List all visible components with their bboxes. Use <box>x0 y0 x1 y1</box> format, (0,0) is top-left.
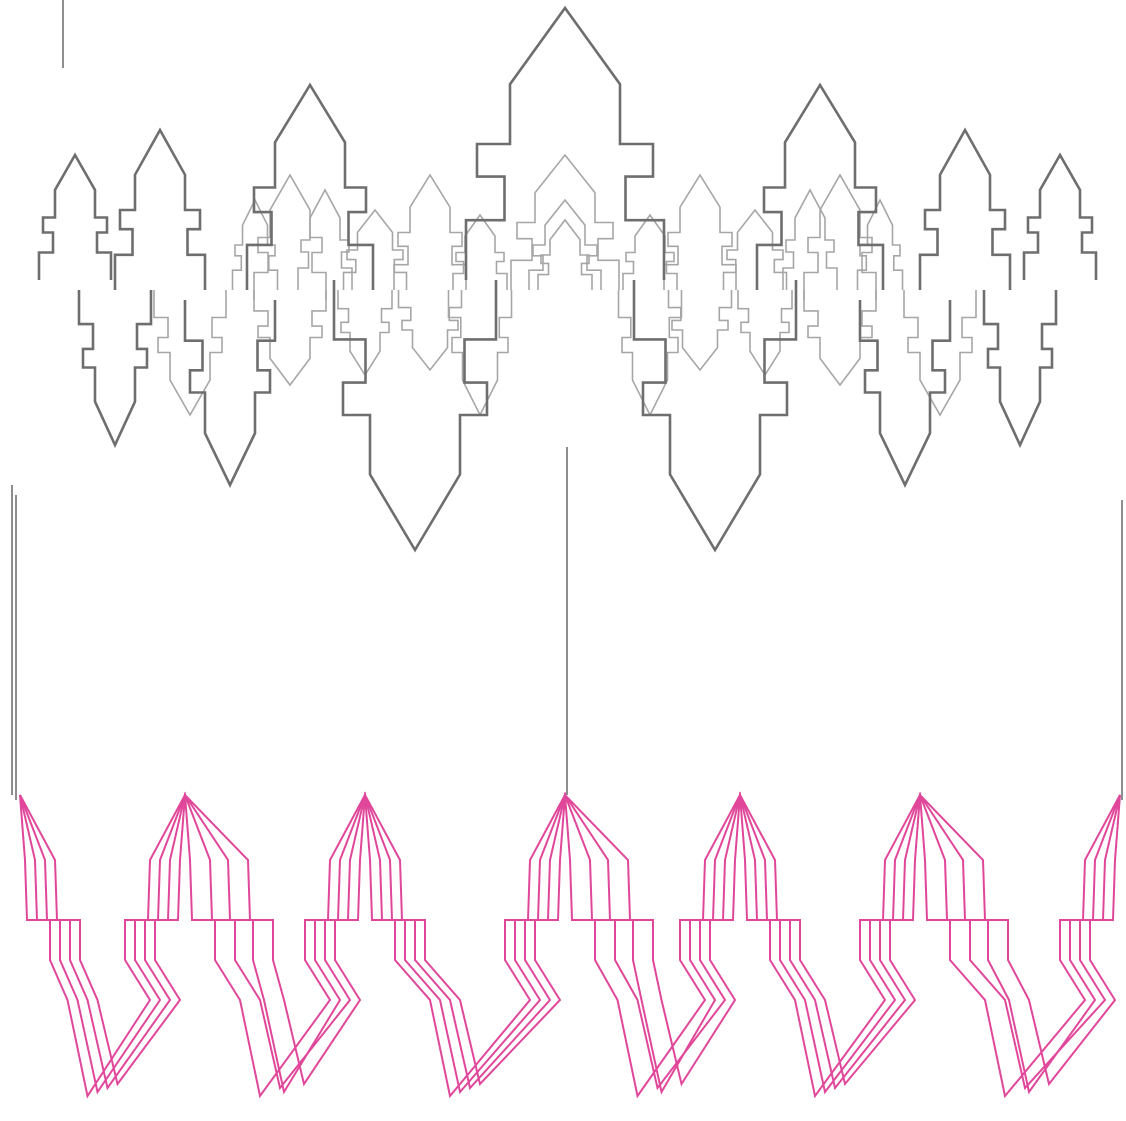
pink-wave <box>20 795 1120 1088</box>
light-spire <box>529 200 601 290</box>
pink-wave <box>20 795 1120 1092</box>
light-spire <box>511 155 619 290</box>
light-spire <box>449 290 512 415</box>
light-spire <box>804 175 876 300</box>
light-spire <box>904 290 976 415</box>
pink-wave <box>20 795 1120 1096</box>
dark-spire <box>185 300 275 485</box>
dark-spire <box>860 300 950 485</box>
light-spire <box>453 215 507 290</box>
light-spire <box>254 175 326 300</box>
light-spire <box>538 220 592 290</box>
dark-spire <box>634 280 796 550</box>
dark-spire <box>1024 155 1096 280</box>
light-spire <box>669 290 732 370</box>
dark-spire <box>39 155 111 280</box>
artwork <box>0 0 1126 1121</box>
light-spire <box>619 290 682 415</box>
light-spire <box>344 210 407 290</box>
dark-spire <box>115 130 205 290</box>
pink-waves <box>20 795 1120 1096</box>
dark-spire <box>79 290 151 445</box>
light-spire <box>724 210 787 290</box>
dark-spire <box>334 280 496 550</box>
light-spire <box>623 215 677 290</box>
dark-spire <box>920 130 1010 290</box>
page: (() => { const data = JSON.parse(documen… <box>0 0 1126 1121</box>
light-spire <box>399 290 462 370</box>
pink-wave <box>20 795 1120 1084</box>
light-spire <box>783 190 837 290</box>
dark-spire <box>984 290 1056 445</box>
light-spire <box>154 290 226 415</box>
